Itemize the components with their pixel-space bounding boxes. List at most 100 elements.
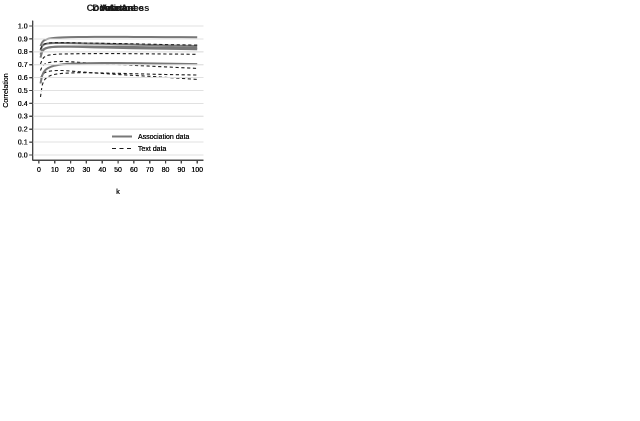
y-tick-label: 0.8 — [18, 49, 28, 56]
x-tick-label: 90 — [177, 167, 185, 174]
x-tick-label: 100 — [191, 167, 203, 174]
chart-concreteness: 0.0 0.1 0.2 0.3 0.4 0.5 0.6 0.7 0.8 0.9 1.0 0 10 20 30… — [3, 3, 204, 196]
y-tick-label: 1.0 — [18, 23, 28, 30]
y-tick-label: 0.5 — [18, 88, 28, 95]
x-axis-title: k — [116, 187, 120, 196]
y-tick-label: 0.2 — [18, 127, 28, 134]
y-tick-label: 0.3 — [18, 114, 28, 121]
legend-label: Association data — [138, 134, 189, 141]
x-tick-label: 40 — [98, 167, 106, 174]
x-tick-label: 100 — [191, 167, 203, 174]
series-line-association-data — [39, 45, 198, 58]
y-tick-label: 0.0 — [18, 152, 28, 159]
y-tick-label: 0.7 — [18, 62, 28, 69]
x-tick-label: 70 — [146, 167, 154, 174]
y-tick-label: 0.9 — [18, 36, 28, 43]
legend-label: Association data — [138, 134, 189, 141]
x-tick-label: 100 — [191, 167, 203, 174]
y-tick-label: 0.6 — [18, 75, 28, 82]
x-axis-title: k — [116, 187, 120, 196]
x-tick-label: 90 — [177, 167, 185, 174]
x-tick-label: 20 — [67, 167, 75, 174]
x-tick-label: 0 — [37, 167, 41, 174]
y-tick-label: 0.9 — [18, 36, 28, 43]
y-tick-label: 0.6 — [18, 75, 28, 82]
y-tick-label: 0.6 — [18, 75, 28, 82]
y-tick-label: 0.8 — [18, 49, 28, 56]
y-tick-label: 0.7 — [18, 62, 28, 69]
x-tick-label: 60 — [130, 167, 138, 174]
y-tick-label: 0.2 — [18, 127, 28, 134]
x-tick-label: 70 — [146, 167, 154, 174]
x-tick-label: 50 — [114, 167, 122, 174]
y-tick-label: 0.7 — [18, 62, 28, 69]
y-tick-label: 0.1 — [18, 140, 28, 147]
y-tick-label: 1.0 — [18, 23, 28, 30]
x-tick-label: 10 — [51, 167, 59, 174]
x-tick-label: 90 — [177, 167, 185, 174]
x-tick-label: 10 — [51, 167, 59, 174]
y-tick-label: 0.4 — [18, 101, 28, 108]
x-tick-label: 30 — [82, 167, 90, 174]
x-tick-label: 50 — [114, 167, 122, 174]
x-tick-label: 100 — [191, 167, 203, 174]
y-axis-title: Correlation — [3, 73, 10, 107]
y-tick-label: 0.6 — [18, 75, 28, 82]
y-tick-label: 0.8 — [18, 49, 28, 56]
x-tick-label: 20 — [67, 167, 75, 174]
x-tick-label: 60 — [130, 167, 138, 174]
x-tick-label: 70 — [146, 167, 154, 174]
x-axis-title: k — [116, 187, 120, 196]
legend-label: Association data — [138, 134, 189, 141]
y-axis-title: Correlation — [3, 73, 10, 107]
y-tick-label: 0.4 — [18, 101, 28, 108]
x-tick-label: 30 — [82, 167, 90, 174]
y-tick-label: 0.8 — [18, 49, 28, 56]
y-tick-label: 0.0 — [18, 152, 28, 159]
x-tick-label: 90 — [177, 167, 185, 174]
y-tick-label: 0.5 — [18, 88, 28, 95]
y-tick-label: 1.0 — [18, 23, 28, 30]
x-axis-title: k — [116, 187, 120, 196]
x-tick-label: 10 — [51, 167, 59, 174]
x-tick-label: 80 — [162, 167, 170, 174]
x-tick-label: 100 — [191, 167, 203, 174]
y-tick-label: 0.3 — [18, 114, 28, 121]
y-tick-label: 0.1 — [18, 140, 28, 147]
series-line-text-data — [39, 72, 198, 98]
y-tick-label: 0.4 — [18, 101, 28, 108]
x-tick-label: 10 — [51, 167, 59, 174]
legend-label: Text data — [138, 146, 167, 153]
x-axis-title: k — [116, 187, 120, 196]
x-tick-label: 20 — [67, 167, 75, 174]
y-tick-label: 0.1 — [18, 140, 28, 147]
x-tick-label: 50 — [114, 167, 122, 174]
chart-title: Dominance — [92, 3, 143, 14]
chart-title: Valence — [100, 3, 135, 14]
series-line-text-data — [39, 53, 198, 65]
y-tick-label: 0.9 — [18, 36, 28, 43]
x-tick-label: 0 — [37, 167, 41, 174]
y-tick-label: 0.5 — [18, 88, 28, 95]
x-tick-label: 0 — [37, 167, 41, 174]
x-tick-label: 60 — [130, 167, 138, 174]
x-tick-label: 70 — [146, 167, 154, 174]
y-tick-label: 0.5 — [18, 88, 28, 95]
x-tick-label: 30 — [82, 167, 90, 174]
x-tick-label: 0 — [37, 167, 41, 174]
y-tick-label: 0.5 — [18, 88, 28, 95]
x-tick-label: 40 — [98, 167, 106, 174]
y-tick-label: 0.1 — [18, 140, 28, 147]
y-tick-label: 0.3 — [18, 114, 28, 121]
y-tick-label: 0.0 — [18, 152, 28, 159]
x-tick-label: 30 — [82, 167, 90, 174]
y-tick-label: 0.9 — [18, 36, 28, 43]
chart-title: Arousal — [100, 3, 135, 14]
y-tick-label: 0.0 — [18, 152, 28, 159]
chart-title: AoA — [108, 3, 128, 14]
x-tick-label: 20 — [67, 167, 75, 174]
series-line-association-data — [39, 35, 198, 47]
y-tick-label: 0.8 — [18, 49, 28, 56]
legend-label: Association data — [138, 134, 189, 141]
legend-label: Text data — [138, 146, 167, 153]
